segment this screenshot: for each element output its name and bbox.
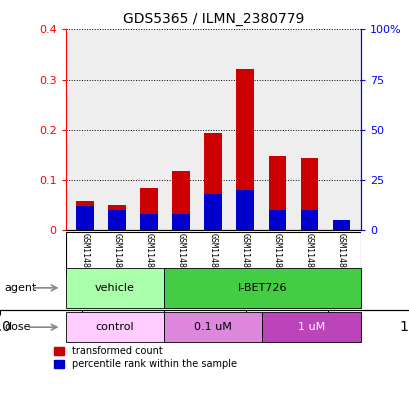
Bar: [76, 206, 93, 230]
Text: GSM1148623: GSM1148623: [240, 233, 249, 283]
Bar: [236, 190, 254, 230]
Bar: [332, 220, 350, 230]
Text: 0.1 uM: 0.1 uM: [194, 322, 231, 332]
Legend: transformed count, percentile rank within the sample: transformed count, percentile rank withi…: [54, 347, 236, 369]
Title: GDS5365 / ILMN_2380779: GDS5365 / ILMN_2380779: [122, 12, 303, 26]
Text: GSM1148620: GSM1148620: [144, 233, 153, 283]
Bar: [204, 133, 222, 230]
Text: GSM1148622: GSM1148622: [208, 233, 217, 283]
Bar: [268, 210, 285, 230]
Text: I-BET726: I-BET726: [237, 283, 286, 293]
Bar: [268, 156, 285, 230]
Text: GSM1148625: GSM1148625: [304, 233, 313, 283]
Text: agent: agent: [4, 283, 36, 293]
Text: GSM1148621: GSM1148621: [176, 233, 185, 283]
Text: control: control: [95, 322, 134, 332]
Bar: [172, 214, 189, 230]
Text: GSM1148624: GSM1148624: [272, 233, 281, 283]
Text: vehicle: vehicle: [94, 283, 135, 293]
Bar: [262, 312, 360, 342]
Text: GSM1148618: GSM1148618: [80, 233, 89, 283]
Bar: [65, 268, 164, 308]
Bar: [164, 312, 262, 342]
Bar: [300, 158, 317, 230]
Bar: [76, 201, 93, 230]
Text: GSM1148626: GSM1148626: [336, 233, 345, 283]
Text: 1 uM: 1 uM: [297, 322, 324, 332]
Bar: [236, 68, 254, 230]
Bar: [164, 268, 360, 308]
Bar: [65, 312, 164, 342]
Bar: [204, 194, 222, 230]
Bar: [332, 225, 350, 230]
Bar: [140, 188, 157, 230]
Text: GSM1148619: GSM1148619: [112, 233, 121, 283]
Bar: [300, 210, 317, 230]
Bar: [140, 214, 157, 230]
Bar: [172, 171, 189, 230]
Bar: [108, 205, 126, 230]
Bar: [108, 210, 126, 230]
Text: dose: dose: [4, 322, 31, 332]
